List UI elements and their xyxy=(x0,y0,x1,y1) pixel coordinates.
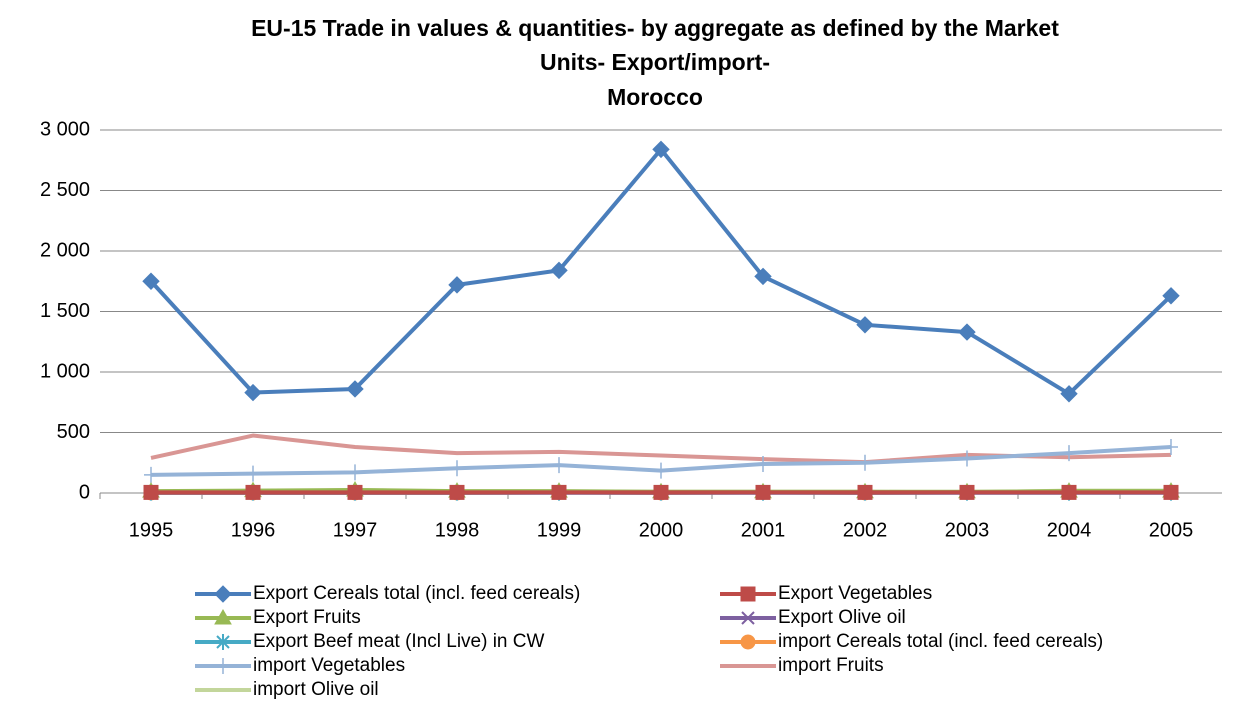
marker xyxy=(244,383,262,402)
marker xyxy=(958,323,976,341)
marker xyxy=(756,455,770,472)
marker xyxy=(346,380,364,398)
y-tick-label: 1 000 xyxy=(40,360,90,382)
marker xyxy=(856,316,874,334)
marker xyxy=(216,658,230,674)
chart-title: Units- Export/import- xyxy=(540,49,770,75)
marker xyxy=(550,261,568,280)
marker xyxy=(1164,439,1178,456)
marker xyxy=(1163,484,1179,500)
marker xyxy=(1060,385,1078,403)
marker xyxy=(552,457,566,474)
legend-label: Export Beef meat (Incl Live) in CW xyxy=(253,631,544,652)
x-tick-label: 2005 xyxy=(1149,519,1194,541)
marker xyxy=(857,484,873,500)
marker xyxy=(1162,287,1180,305)
x-tick-label: 2000 xyxy=(639,519,684,541)
marker xyxy=(348,464,362,481)
chart-title: EU-15 Trade in values & quantities- by a… xyxy=(251,15,1059,41)
marker xyxy=(143,484,159,500)
marker xyxy=(142,272,160,290)
marker xyxy=(740,586,756,602)
x-tick-label: 1996 xyxy=(231,519,276,541)
legend-item: Export Cereals total (incl. feed cereals… xyxy=(195,583,580,604)
marker xyxy=(755,484,771,500)
marker xyxy=(214,608,232,625)
y-tick-label: 2 000 xyxy=(40,239,90,261)
x-tick-label: 2001 xyxy=(741,519,786,541)
legend-item: Export Beef meat (Incl Live) in CW xyxy=(195,631,544,652)
y-tick-label: 500 xyxy=(57,421,90,443)
legend-item: import Fruits xyxy=(720,655,884,676)
legend-item: import Vegetables xyxy=(195,655,405,676)
legend-item: Export Fruits xyxy=(195,607,361,628)
marker xyxy=(653,484,669,500)
y-tick-label: 1 500 xyxy=(40,300,90,322)
legend-item: import Olive oil xyxy=(195,679,379,700)
legend-label: Export Vegetables xyxy=(778,583,932,604)
x-tick-label: 1997 xyxy=(333,519,378,541)
marker xyxy=(858,454,872,471)
series-line xyxy=(149,147,1173,396)
legend-item: Export Vegetables xyxy=(720,583,932,604)
legend-label: import Vegetables xyxy=(253,655,405,676)
marker xyxy=(448,276,466,294)
legend-label: Export Cereals total (incl. feed cereals… xyxy=(253,583,580,604)
legend-label: import Olive oil xyxy=(253,679,379,700)
x-tick-label: 1998 xyxy=(435,519,480,541)
y-tick-label: 2 500 xyxy=(40,179,90,201)
legend-item: Export Olive oil xyxy=(720,607,906,628)
marker xyxy=(740,634,756,650)
marker xyxy=(347,484,363,500)
x-tick-label: 1995 xyxy=(129,519,174,541)
marker xyxy=(214,585,232,603)
marker xyxy=(960,450,974,467)
marker xyxy=(654,462,668,479)
marker xyxy=(741,611,755,625)
marker xyxy=(216,634,230,650)
marker xyxy=(245,484,261,500)
legend-item: import Cereals total (incl. feed cereals… xyxy=(720,631,1103,652)
x-tick-label: 2003 xyxy=(945,519,990,541)
y-tick-label: 3 000 xyxy=(40,118,90,140)
x-tick-label: 1999 xyxy=(537,519,582,541)
marker xyxy=(959,484,975,500)
marker xyxy=(450,460,464,477)
marker xyxy=(1062,445,1076,462)
marker xyxy=(246,465,260,482)
series-line xyxy=(150,433,1172,465)
legend-label: import Fruits xyxy=(778,655,884,676)
legend-label: import Cereals total (incl. feed cereals… xyxy=(778,631,1103,652)
marker xyxy=(551,484,567,500)
marker xyxy=(652,140,670,159)
marker xyxy=(144,466,158,483)
y-tick-label: 0 xyxy=(79,481,90,503)
legend-label: Export Olive oil xyxy=(778,607,906,628)
x-tick-label: 2002 xyxy=(843,519,888,541)
marker xyxy=(1061,484,1077,500)
marker xyxy=(449,484,465,500)
chart-title: Morocco xyxy=(607,84,703,110)
marker xyxy=(754,267,772,286)
legend-label: Export Fruits xyxy=(253,607,361,628)
x-tick-label: 2004 xyxy=(1047,519,1092,541)
